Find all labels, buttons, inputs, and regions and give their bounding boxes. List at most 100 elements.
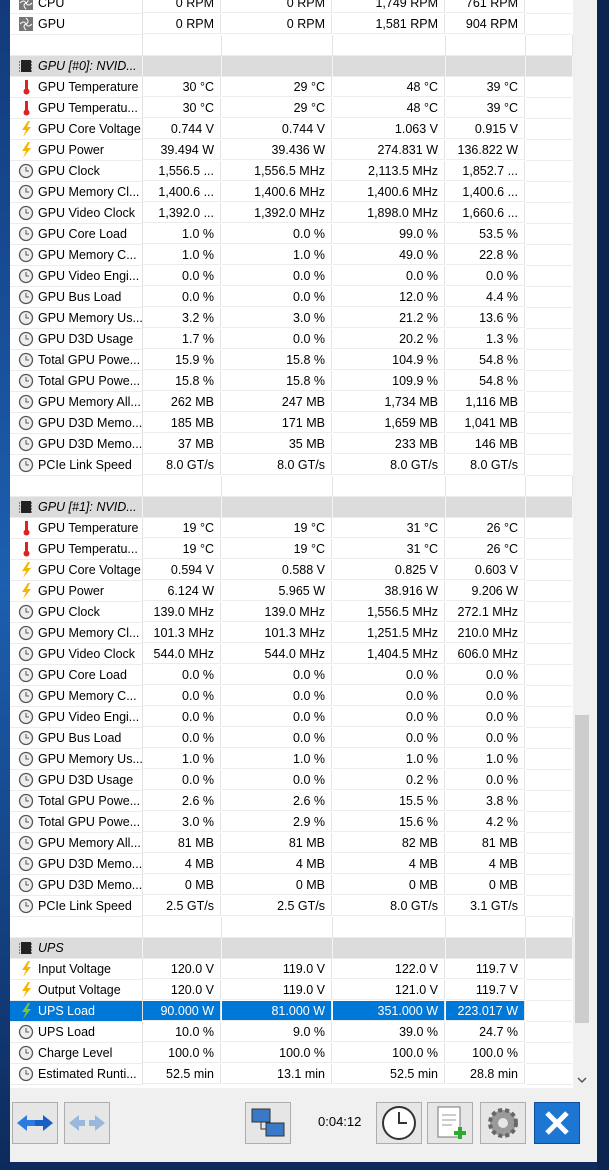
sensor-row[interactable]: GPU D3D Memo... 185 MB 171 MB 1,659 MB 1,041… <box>10 412 573 434</box>
sensor-row[interactable]: GPU Memory All... 81 MB 81 MB 82 MB 81 MB <box>10 832 573 854</box>
sensor-row[interactable]: GPU Memory All... 262 MB 247 MB 1,734 MB 1,1… <box>10 391 573 413</box>
cell: Total GPU Powe... <box>10 370 143 392</box>
sensor-row[interactable]: GPU Memory Us... 1.0 % 1.0 % 1.0 % 1.0 % <box>10 748 573 770</box>
sensor-value: 1,556.5 MHz <box>333 601 445 622</box>
sensor-row[interactable]: GPU Core Load 1.0 % 0.0 % 99.0 % 53.5 % <box>10 223 573 245</box>
sensor-value: 10.0 % <box>143 1021 221 1042</box>
sensor-row[interactable]: Total GPU Powe... 15.9 % 15.8 % 104.9 % 54.8… <box>10 349 573 371</box>
sensor-row[interactable]: GPU Clock 139.0 MHz 139.0 MHz 1,556.5 MHz 27… <box>10 601 573 623</box>
sensor-row[interactable]: GPU Bus Load 0.0 % 0.0 % 0.0 % 0.0 % <box>10 727 573 749</box>
scroll-down[interactable] <box>573 1072 591 1088</box>
sensor-row[interactable]: Total GPU Powe... 2.6 % 2.6 % 15.5 % 3.8 % <box>10 790 573 812</box>
sensor-value: 351.000 W <box>333 1000 445 1021</box>
cell: GPU Memory C... <box>10 685 143 707</box>
sensor-value: 1,392.0 MHz <box>222 202 332 223</box>
sensor-row[interactable]: GPU Video Clock 544.0 MHz 544.0 MHz 1,404.5… <box>10 643 573 665</box>
sensor-value: 1.0 % <box>143 244 221 265</box>
sensor-row[interactable]: Input Voltage 120.0 V 119.0 V 122.0 V 119.7 … <box>10 958 573 980</box>
cell <box>526 181 572 203</box>
sensor-value: 761 RPM <box>446 0 525 13</box>
sensor-row[interactable]: CPU 0 RPM 0 RPM 1,749 RPM 761 RPM <box>10 0 573 14</box>
sensor-row[interactable]: GPU Bus Load 0.0 % 0.0 % 12.0 % 4.4 % <box>10 286 573 308</box>
sensor-label: GPU Memory Us... <box>38 751 143 766</box>
sensor-label: GPU Memory C... <box>38 688 137 703</box>
nav-button[interactable] <box>64 1102 110 1144</box>
clock-icon <box>382 1106 416 1140</box>
sensor-value: 3.0 % <box>222 307 332 328</box>
sensor-row[interactable]: GPU Temperature 19 °C 19 °C 31 °C 26 °C <box>10 517 573 539</box>
sensor-row[interactable]: Total GPU Powe... 15.8 % 15.8 % 109.9 % 54.8… <box>10 370 573 392</box>
sensor-row[interactable]: GPU Video Clock 1,392.0 ... 1,392.0 MHz 1,8… <box>10 202 573 224</box>
sensor-row[interactable]: GPU Memory Cl... 1,400.6 ... 1,400.6 MHz 1,… <box>10 181 573 203</box>
scrollbar[interactable] <box>573 0 591 1088</box>
sensor-row[interactable]: GPU D3D Memo... 0 MB 0 MB 0 MB 0 MB <box>10 874 573 896</box>
sensor-row[interactable]: PCIe Link Speed 8.0 GT/s 8.0 GT/s 8.0 GT/s 8… <box>10 454 573 476</box>
sensor-row[interactable]: Total GPU Powe... 3.0 % 2.9 % 15.6 % 4.2 % <box>10 811 573 833</box>
volt-icon <box>18 141 34 160</box>
sensor-row[interactable]: GPU Video Engi... 0.0 % 0.0 % 0.0 % 0.0 % <box>10 706 573 728</box>
clock-icon <box>18 604 34 622</box>
clock-icon <box>18 310 34 328</box>
sensor-value: 39.436 W <box>222 139 332 160</box>
sensor-row[interactable]: GPU D3D Usage 0.0 % 0.0 % 0.2 % 0.0 % <box>10 769 573 791</box>
sensor-value: 100.0 % <box>222 1042 332 1063</box>
sensor-row[interactable]: UPS Load 90.000 W 81.000 W 351.000 W 223.017… <box>10 1000 573 1022</box>
sensor-value: 0 MB <box>222 874 332 895</box>
sensor-label: PCIe Link Speed <box>38 457 132 472</box>
sensor-row[interactable]: UPS Load 10.0 % 9.0 % 39.0 % 24.7 % <box>10 1021 573 1043</box>
sensor-row[interactable]: PCIe Link Speed 2.5 GT/s 2.5 GT/s 8.0 GT/s 3… <box>10 895 573 917</box>
clock-icon <box>18 226 34 244</box>
sensor-value: 8.0 GT/s <box>222 454 332 475</box>
sensor-row[interactable]: GPU Video Engi... 0.0 % 0.0 % 0.0 % 0.0 % <box>10 265 573 287</box>
sensor-row[interactable]: GPU Core Voltage 0.744 V 0.744 V 1.063 V 0.9… <box>10 118 573 140</box>
sensor-label: GPU Clock <box>38 163 100 178</box>
sensor-value: 29 °C <box>222 97 332 118</box>
sensor-row[interactable]: GPU Temperatu... 30 °C 29 °C 48 °C 39 °C <box>10 97 573 119</box>
network-button[interactable] <box>245 1102 291 1144</box>
cell: GPU Temperatu... <box>10 538 143 560</box>
sensor-label: Output Voltage <box>38 982 121 997</box>
nav-button[interactable] <box>12 1102 58 1144</box>
sensor-row[interactable]: GPU Core Load 0.0 % 0.0 % 0.0 % 0.0 % <box>10 664 573 686</box>
cell: Estimated Runti... <box>10 1063 143 1085</box>
sensor-row[interactable]: GPU D3D Usage 1.7 % 0.0 % 20.2 % 1.3 % <box>10 328 573 350</box>
sensor-value: 0 RPM <box>222 0 332 13</box>
sensor-value: 1.0 % <box>446 748 525 769</box>
sensor-value: 1.0 % <box>333 748 445 769</box>
cell <box>526 937 573 959</box>
sensor-row[interactable]: GPU 0 RPM 0 RPM 1,581 RPM 904 RPM <box>10 13 573 35</box>
sensor-row[interactable]: GPU Memory Us... 3.2 % 3.0 % 21.2 % 13.6 % <box>10 307 573 329</box>
sensor-label: Estimated Runti... <box>38 1066 137 1081</box>
sensor-row[interactable]: GPU Memory C... 0.0 % 0.0 % 0.0 % 0.0 % <box>10 685 573 707</box>
desktop <box>0 0 10 1170</box>
close-button[interactable] <box>534 1102 580 1144</box>
sensor-value: 0.0 % <box>143 265 221 286</box>
sensor-row[interactable]: GPU D3D Memo... 4 MB 4 MB 4 MB 4 MB <box>10 853 573 875</box>
sensor-row[interactable]: GPU D3D Memo... 37 MB 35 MB 233 MB 146 MB <box>10 433 573 455</box>
sensor-row[interactable]: GPU Core Voltage 0.594 V 0.588 V 0.825 V 0.6… <box>10 559 573 581</box>
sensor-row[interactable]: GPU Temperatu... 19 °C 19 °C 31 °C 26 °C <box>10 538 573 560</box>
sensor-row[interactable]: GPU Temperature 30 °C 29 °C 48 °C 39 °C <box>10 76 573 98</box>
cell: GPU Core Load <box>10 223 143 245</box>
report-button[interactable] <box>427 1102 473 1144</box>
sensor-value: 4 MB <box>333 853 445 874</box>
sensor-row[interactable]: GPU Power 39.494 W 39.436 W 274.831 W 136.82… <box>10 139 573 161</box>
clock-button[interactable] <box>376 1102 422 1144</box>
sensor-row[interactable]: GPU Clock 1,556.5 ... 1,556.5 MHz 2,113.5 M… <box>10 160 573 182</box>
scroll-thumb[interactable] <box>575 715 589 1023</box>
cell: GPU D3D Memo... <box>10 853 143 875</box>
cell: GPU [#1]: NVID... <box>10 496 143 518</box>
sensor-value: 22.8 % <box>446 244 525 265</box>
sensor-row[interactable]: GPU Memory C... 1.0 % 1.0 % 49.0 % 22.8 % <box>10 244 573 266</box>
section-header: GPU [#1]: NVID... <box>10 496 573 518</box>
sensor-value: 122.0 V <box>333 958 445 979</box>
sensor-row[interactable]: GPU Power 6.124 W 5.965 W 38.916 W 9.206 W <box>10 580 573 602</box>
cell: GPU Bus Load <box>10 286 143 308</box>
sensor-row[interactable]: Estimated Runti... 52.5 min 13.1 min 52.5 m… <box>10 1063 573 1085</box>
sensor-row[interactable]: Charge Level 100.0 % 100.0 % 100.0 % 100.0 % <box>10 1042 573 1064</box>
settings-button[interactable] <box>480 1102 526 1144</box>
sensor-row[interactable]: GPU Memory Cl... 101.3 MHz 101.3 MHz 1,251.… <box>10 622 573 644</box>
cell <box>222 937 333 959</box>
cell <box>333 916 446 938</box>
sensor-row[interactable]: Output Voltage 120.0 V 119.0 V 121.0 V 119.7… <box>10 979 573 1001</box>
